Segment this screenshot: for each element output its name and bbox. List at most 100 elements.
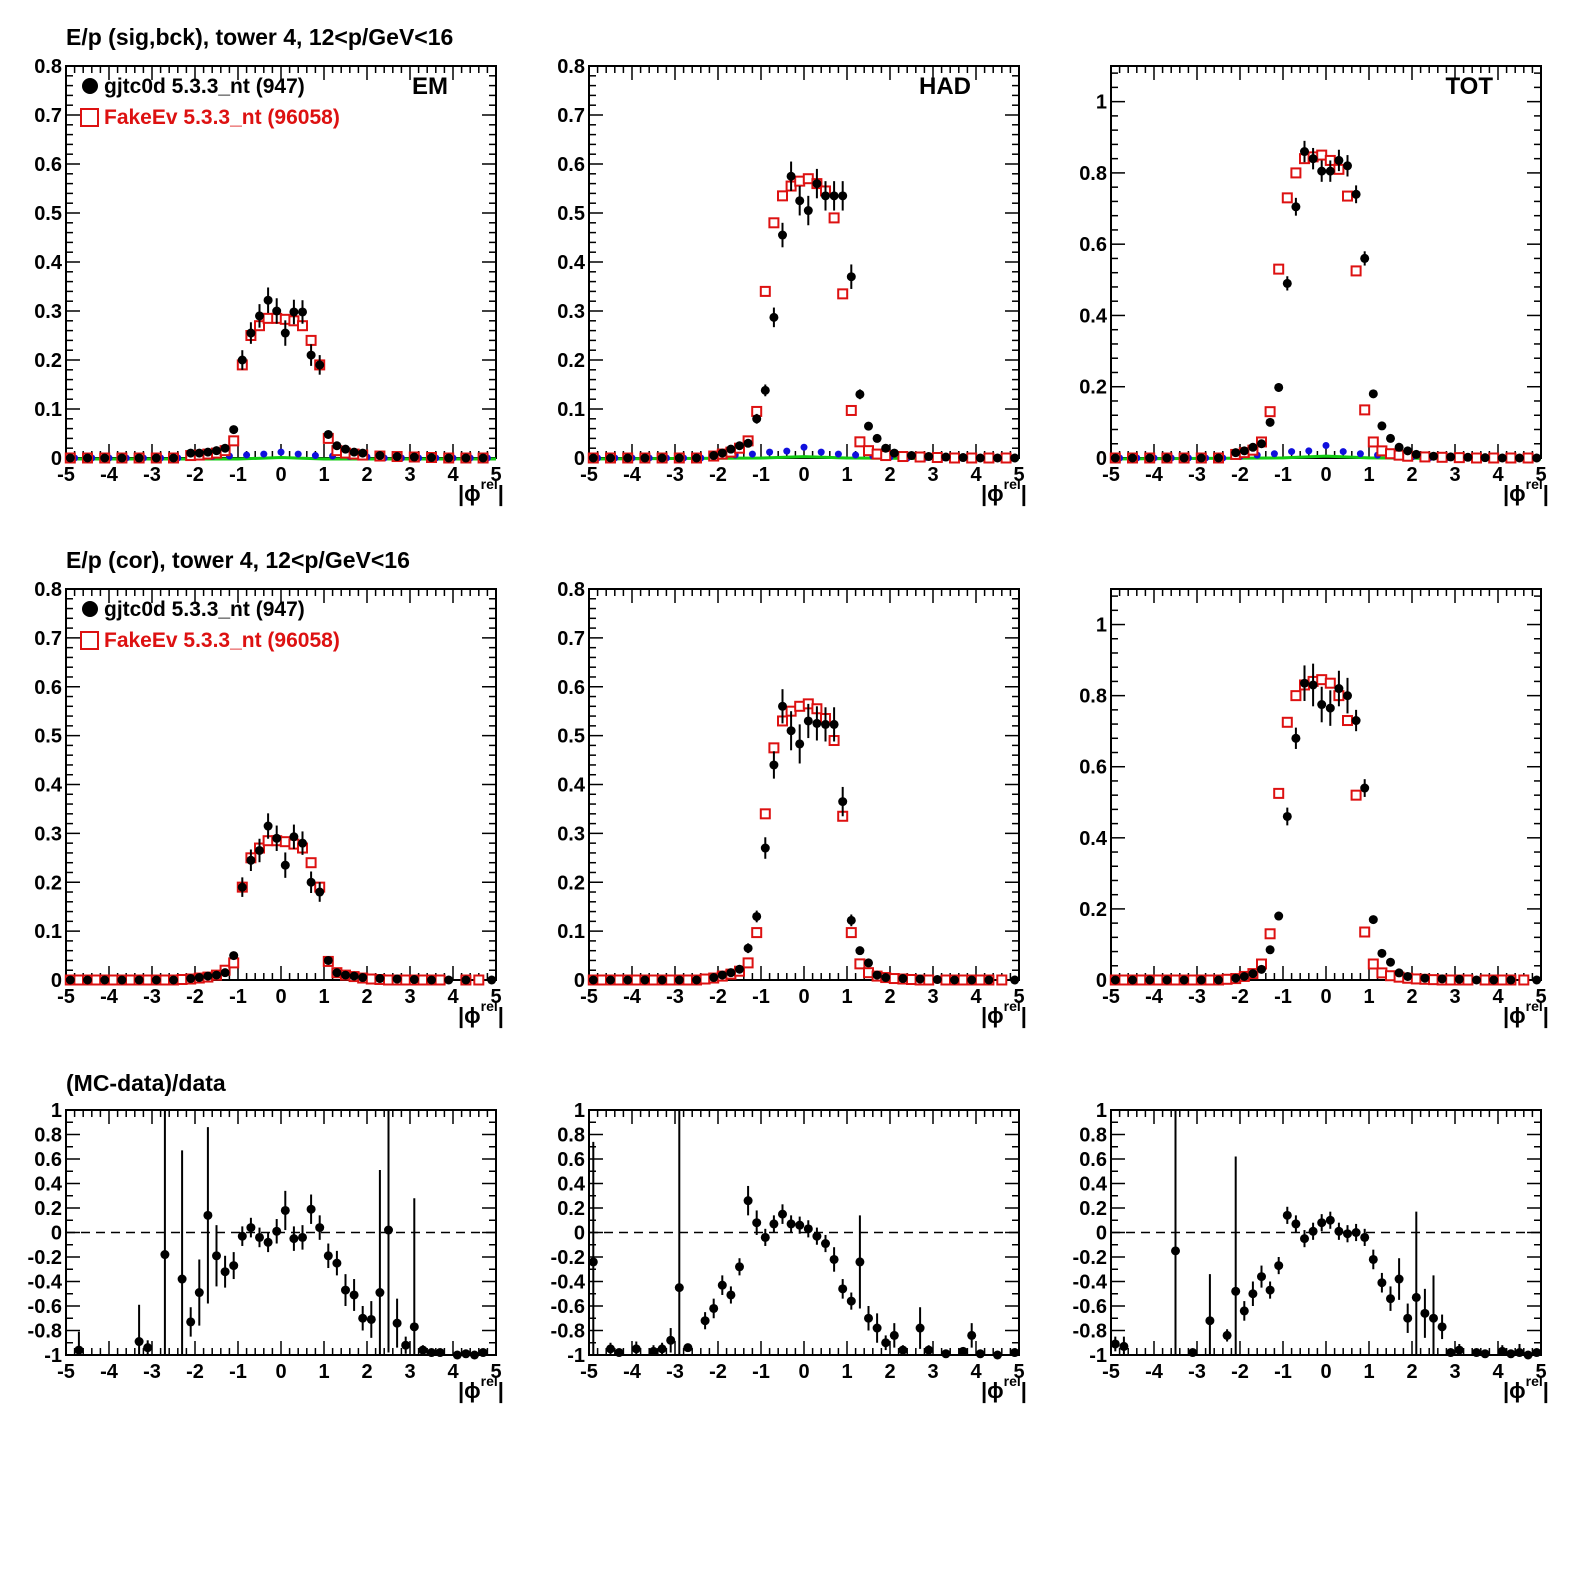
plot-panel-r1c1: -5 -4 -3 -2 -1 0 1 2 3 4 5|ϕrel|00.10.20.30.40.50.… — [557, 579, 1027, 1028]
data-point — [246, 328, 256, 338]
bck-data-point — [1270, 450, 1278, 458]
bck-data-point — [1339, 448, 1347, 456]
x-tick-label: -1 — [1274, 1361, 1292, 1383]
data-point — [306, 1204, 316, 1214]
data-point — [1110, 975, 1120, 985]
data-point — [1291, 1219, 1301, 1229]
y-tick-label: -0.4 — [551, 1272, 586, 1294]
data-point — [358, 973, 368, 983]
x-tick-label: -3 — [666, 1361, 684, 1383]
data-point — [263, 821, 273, 831]
panel-label: TOT — [1445, 73, 1493, 100]
y-tick-label: 0 — [574, 448, 585, 470]
plot-panel-r0c0: -5 -4 -3 -2 -1 0 1 2 3 4 5|ϕrel|00.10.20.30.40.50.… — [34, 56, 504, 506]
x-tick-label: 3 — [1449, 986, 1460, 1008]
data-point — [392, 452, 402, 462]
x-axis-title-end: | — [1021, 1003, 1027, 1028]
x-axis-title-sup: rel — [1526, 476, 1543, 492]
x-tick-label: 0 — [798, 464, 809, 486]
y-tick-label: 0.8 — [1079, 686, 1107, 708]
data-point — [1110, 453, 1120, 463]
data-point — [717, 448, 727, 458]
x-tick-label: 0 — [275, 986, 286, 1008]
data-point — [606, 453, 615, 463]
data-point — [117, 975, 127, 985]
data-point — [392, 1318, 402, 1328]
x-axis-title: |ϕrel| — [981, 1373, 1027, 1403]
x-axis-title-sup: rel — [1526, 998, 1543, 1014]
mc-point — [1342, 190, 1353, 202]
data-point — [461, 453, 471, 463]
data-point — [1420, 1308, 1430, 1318]
x-tick-label: 3 — [1449, 464, 1460, 486]
data-point — [237, 355, 247, 365]
data-point — [1368, 389, 1378, 399]
data-point — [829, 719, 839, 729]
data-point — [306, 877, 316, 887]
data-point — [1454, 974, 1464, 984]
y-tick-label: 0.4 — [1079, 828, 1108, 850]
data-point — [212, 970, 221, 980]
x-tick-label: 4 — [1492, 464, 1504, 486]
series-open-square — [64, 312, 489, 464]
mc-point — [1518, 974, 1530, 986]
data-point — [683, 1343, 693, 1353]
data-point — [1532, 975, 1542, 985]
x-tick-label: 0 — [1320, 464, 1331, 486]
x-axis-title: |ϕrel| — [981, 476, 1027, 506]
series-dot — [588, 1110, 1020, 1360]
data-point — [872, 970, 882, 980]
data-point — [83, 453, 92, 463]
data-point — [409, 1322, 419, 1332]
data-point — [1257, 964, 1266, 974]
data-point — [1446, 1348, 1456, 1358]
mc-point — [1522, 452, 1534, 464]
data-point — [65, 453, 75, 463]
data-point — [795, 1220, 805, 1230]
bck-data-point — [1288, 448, 1296, 456]
x-tick-label: -2 — [1231, 464, 1249, 486]
mc-point — [1342, 715, 1353, 727]
y-tick-label: -0.2 — [551, 1247, 585, 1269]
data-point — [298, 1232, 307, 1242]
data-point — [134, 453, 144, 463]
mc-point — [759, 285, 771, 297]
data-point — [435, 1348, 445, 1358]
series-dot — [588, 161, 1020, 463]
mc-point — [1367, 436, 1379, 448]
y-tick-label: 0.8 — [557, 56, 585, 78]
x-axis-title-main: |ϕ — [981, 1378, 1004, 1403]
mc-point — [1462, 974, 1474, 986]
data-point — [349, 447, 359, 457]
x-axis-title-end: | — [1021, 481, 1027, 506]
data-point — [306, 350, 316, 360]
plot-frame — [1110, 65, 1542, 459]
data-point — [1291, 202, 1301, 212]
data-point — [1317, 166, 1327, 176]
data-point — [1188, 1348, 1198, 1358]
data-point — [255, 845, 264, 855]
bck-data-point — [277, 448, 285, 456]
mc-point — [305, 857, 317, 869]
y-tick-label: 0.6 — [34, 154, 62, 176]
data-point — [203, 447, 213, 457]
data-point — [692, 453, 701, 463]
data-point — [769, 312, 779, 322]
data-point — [846, 915, 856, 925]
data-point — [203, 971, 213, 981]
data-point — [674, 1283, 684, 1293]
data-point — [1214, 975, 1223, 985]
data-point — [1360, 1232, 1370, 1242]
y-tick-label: 0 — [51, 1223, 62, 1245]
data-point — [640, 975, 650, 985]
data-point — [143, 1343, 153, 1353]
data-point — [229, 1261, 239, 1271]
data-point — [384, 1225, 393, 1235]
data-point — [786, 1219, 796, 1229]
data-point — [1300, 678, 1309, 688]
data-point — [427, 1348, 436, 1358]
mc-point — [1290, 167, 1302, 179]
mc-point — [1367, 958, 1379, 970]
x-tick-label: 0 — [798, 1361, 809, 1383]
mc-point — [828, 212, 840, 224]
